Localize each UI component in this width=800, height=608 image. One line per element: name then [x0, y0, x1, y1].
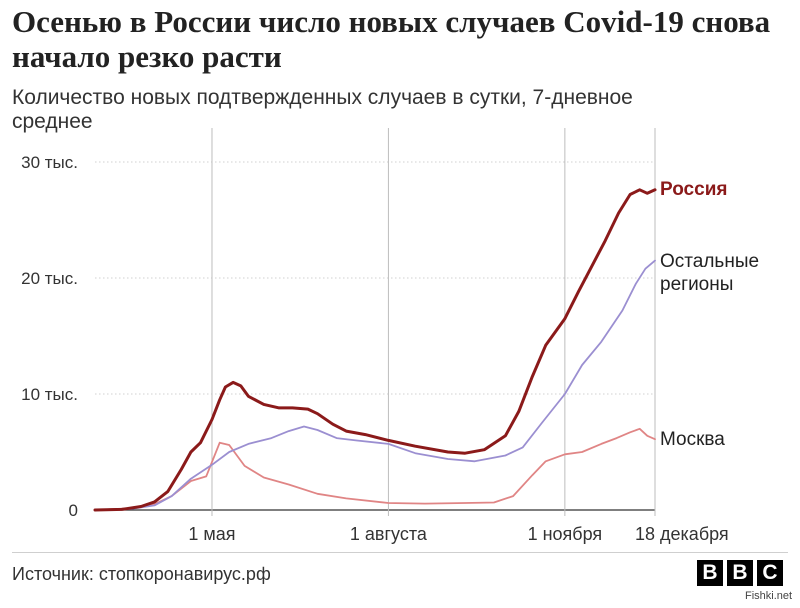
source-text: Источник: стопкоронавирус.рф	[12, 564, 271, 584]
series-label-others: Остальные	[660, 251, 759, 272]
x-tick-label: 1 мая	[188, 524, 235, 544]
y-tick-label: 0	[69, 501, 78, 520]
series-label-others: регионы	[660, 274, 733, 295]
chart-subtitle: Количество новых подтвержденных случаев …	[12, 86, 633, 133]
bbc-logo-letter: C	[757, 560, 783, 586]
y-tick-label: 20 тыс.	[21, 269, 78, 288]
y-tick-label: 10 тыс.	[21, 385, 78, 404]
bbc-logo-letter: B	[727, 560, 753, 586]
footer-divider	[12, 552, 788, 553]
x-tick-label: 1 ноября	[528, 524, 603, 544]
bbc-logo-letter: B	[697, 560, 723, 586]
bbc-logo: B B C	[697, 560, 783, 586]
line-chart: 0 10 тыс. 20 тыс. 30 тыс. 1 мая 1 августа 1 но…	[21, 128, 759, 544]
series-line	[94, 427, 656, 511]
series-label-russia: Россия	[660, 179, 727, 200]
x-tick-label: 18 декабря	[635, 524, 729, 544]
y-tick-label: 30 тыс.	[21, 153, 78, 172]
series-line	[93, 188, 657, 512]
watermark: Fishki.net	[745, 590, 793, 602]
chart-title: Осенью в России число новых случаев Covi…	[12, 4, 771, 74]
series-label-moscow: Москва	[660, 429, 725, 450]
series-line	[94, 259, 656, 511]
x-tick-label: 1 августа	[350, 524, 428, 544]
